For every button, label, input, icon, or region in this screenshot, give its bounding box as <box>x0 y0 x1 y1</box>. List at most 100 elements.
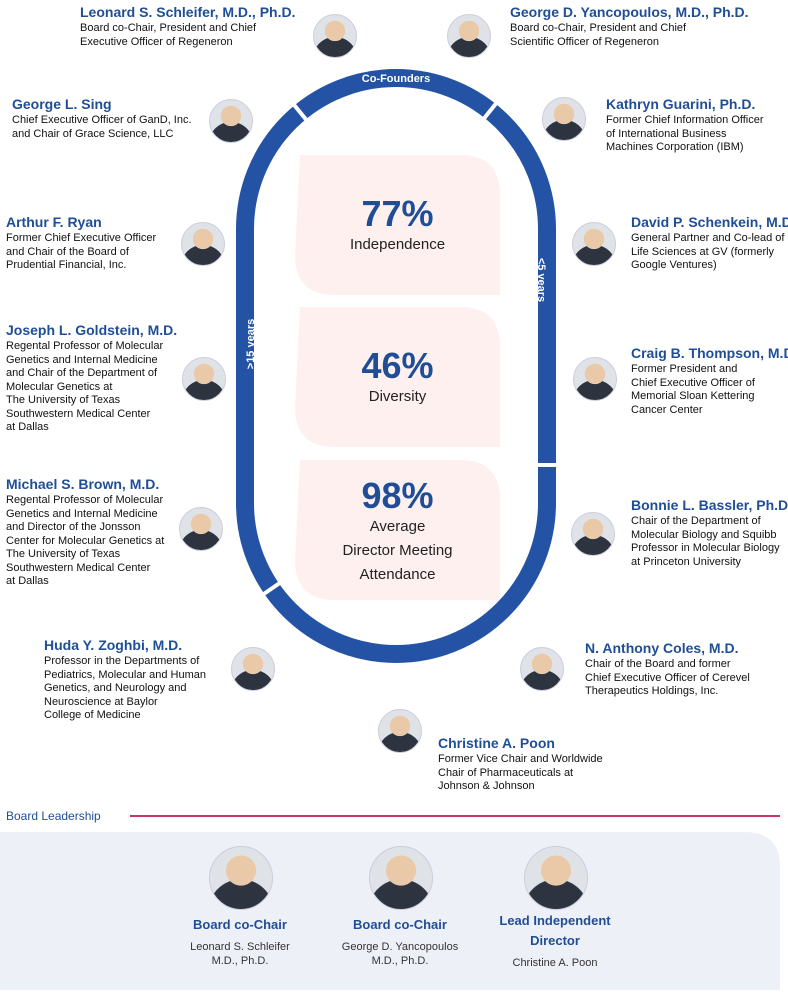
leader-name: George D. Yancopoulos <box>341 941 459 953</box>
director-title: Board co-Chair, President and Chief <box>80 22 257 34</box>
director-title: The University of Texas <box>6 394 121 406</box>
director-title: Pediatrics, Molecular and Human <box>44 668 207 681</box>
director-title: Memorial Sloan Kettering <box>631 390 755 402</box>
director-title: at Dallas <box>6 421 49 433</box>
director-title: Chair of the Department of <box>631 515 761 527</box>
director-title: Genetics and Internal Medicine <box>6 507 158 520</box>
director-title: Johnson & Johnson <box>438 780 535 792</box>
director-title: Chief Executive Officer of GanD, Inc. <box>12 114 192 126</box>
portrait <box>182 357 226 401</box>
director-title: Executive Officer of Regeneron <box>80 35 233 48</box>
director-title: Genetics and Internal Medicine <box>6 353 158 366</box>
director-title: Life Sciences at GV (formerly <box>631 245 775 258</box>
director-name: Christine A. Poon <box>438 735 555 751</box>
director-title: Molecular Biology and Squibb <box>631 528 777 541</box>
leader-role: Board co-Chair <box>193 917 287 932</box>
director-title: at Princeton University <box>631 555 742 568</box>
leader-name: Leonard S. Schleifer <box>190 941 290 953</box>
director-title: Cancer Center <box>631 403 703 416</box>
director-title: Prudential Financial, Inc. <box>6 259 127 271</box>
track-label: >15 years <box>245 319 257 369</box>
director-name: Huda Y. Zoghbi, M.D. <box>44 637 183 653</box>
section-title: Board Leadership <box>6 809 101 823</box>
director-name: Kathryn Guarini, Ph.D. <box>606 96 756 112</box>
portrait <box>209 99 253 143</box>
portrait <box>378 709 422 753</box>
director-title: Molecular Genetics at <box>6 380 113 393</box>
portrait <box>231 647 275 691</box>
director-name: Arthur F. Ryan <box>6 214 102 230</box>
leader-name: Christine A. Poon <box>512 957 598 969</box>
portrait <box>524 846 588 910</box>
director-title: Machines Corporation (IBM) <box>606 141 744 153</box>
portrait <box>571 512 615 556</box>
director-title: Google Ventures) <box>631 259 717 271</box>
tenure-track <box>236 69 556 663</box>
portrait <box>520 647 564 691</box>
director-name: Michael S. Brown, M.D. <box>6 476 160 492</box>
track-separators <box>258 97 562 599</box>
director-title: Former Chief Executive Officer <box>6 232 157 244</box>
director-name: George L. Sing <box>12 96 112 112</box>
stat-value: 46% <box>361 345 434 386</box>
director-title: Chief Executive Officer of <box>631 376 755 389</box>
portrait <box>313 14 357 58</box>
portrait <box>179 507 223 551</box>
director-title: Center for Molecular Genetics at <box>6 534 165 547</box>
portrait <box>542 97 586 141</box>
director-name: Bonnie L. Bassler, Ph.D. <box>631 497 788 513</box>
director-name: N. Anthony Coles, M.D. <box>585 640 739 656</box>
director-name: David P. Schenkein, M.D. <box>631 214 788 230</box>
director-title: and Chair of the Department of <box>6 367 158 379</box>
director-title: Regental Professor of Molecular <box>6 494 164 506</box>
director-title: and Chair of Grace Science, LLC <box>12 127 174 140</box>
portrait <box>447 14 491 58</box>
director-name: Leonard S. Schleifer, M.D., Ph.D. <box>80 4 296 20</box>
director-title: at Dallas <box>6 575 49 587</box>
track-label: Co-Founders <box>362 73 430 85</box>
director-title: Southwestern Medical Center <box>6 407 151 420</box>
director-title: Former Vice Chair and Worldwide <box>438 753 603 765</box>
director-title: Southwestern Medical Center <box>6 561 151 574</box>
director-title: The University of Texas <box>6 548 121 560</box>
leader-role: Board co-Chair <box>353 917 447 932</box>
director-title: College of Medicine <box>44 709 141 721</box>
director-name: Craig B. Thompson, M.D. <box>631 345 788 361</box>
director-title: Board co-Chair, President and Chief <box>510 22 687 34</box>
stat-box <box>295 307 500 447</box>
director-title: Scientific Officer of Regeneron <box>510 35 659 48</box>
director-title: and Director of the Jonsson <box>6 521 141 533</box>
director-title: Neuroscience at Baylor <box>44 695 158 708</box>
director-title: Professor in the Departments of <box>44 655 200 667</box>
stat-label: Attendance <box>359 566 436 583</box>
stat-label: Diversity <box>368 388 427 405</box>
stat-label: Average <box>369 518 426 535</box>
director-title: and Chair of the Board of <box>6 245 129 258</box>
leader-role: Lead Independent <box>499 913 611 928</box>
director-title: Genetics, and Neurology and <box>44 682 187 694</box>
director-name: Joseph L. Goldstein, M.D. <box>6 322 178 338</box>
portrait <box>209 846 273 910</box>
director-name: George D. Yancopoulos, M.D., Ph.D. <box>510 4 749 20</box>
portrait <box>369 846 433 910</box>
portrait <box>573 357 617 401</box>
leader-name: M.D., Ph.D. <box>371 955 429 967</box>
leader-name: M.D., Ph.D. <box>211 955 269 967</box>
stat-box <box>295 155 500 295</box>
director-title: Former President and <box>631 363 738 375</box>
portrait <box>181 222 225 266</box>
director-title: Chair of the Board and former <box>585 658 731 670</box>
director-title: Chief Executive Officer of Cerevel <box>585 671 750 684</box>
director-title: Chair of Pharmaceuticals at <box>438 766 574 779</box>
director-title: Therapeutics Holdings, Inc. <box>585 685 719 697</box>
stat-label: Independence <box>349 236 446 253</box>
stat-box <box>295 460 500 600</box>
stat-label: Director Meeting <box>342 542 453 559</box>
leader-role: Director <box>530 933 580 948</box>
director-title: Regental Professor of Molecular <box>6 340 164 352</box>
director-title: Former Chief Information Officer <box>606 114 764 126</box>
director-title: General Partner and Co-lead of <box>631 232 785 244</box>
director-title: Professor in Molecular Biology <box>631 542 780 554</box>
track-label: <5 years <box>535 258 547 302</box>
